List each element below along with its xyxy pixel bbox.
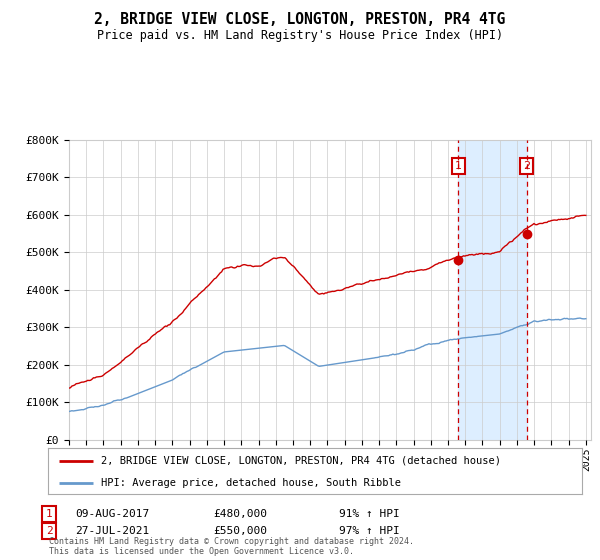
Text: 1: 1 (46, 509, 53, 519)
Bar (458, 140, 527, 440)
Text: 1: 1 (455, 161, 462, 171)
Text: 09-AUG-2017: 09-AUG-2017 (75, 509, 149, 519)
Text: 2: 2 (523, 161, 530, 171)
Text: 2: 2 (46, 526, 53, 536)
Text: 2, BRIDGE VIEW CLOSE, LONGTON, PRESTON, PR4 4TG: 2, BRIDGE VIEW CLOSE, LONGTON, PRESTON, … (94, 12, 506, 27)
Text: £480,000: £480,000 (213, 509, 267, 519)
Text: HPI: Average price, detached house, South Ribble: HPI: Average price, detached house, Sout… (101, 478, 401, 488)
Text: 27-JUL-2021: 27-JUL-2021 (75, 526, 149, 536)
Text: 97% ↑ HPI: 97% ↑ HPI (339, 526, 400, 536)
Text: Price paid vs. HM Land Registry's House Price Index (HPI): Price paid vs. HM Land Registry's House … (97, 29, 503, 42)
Text: Contains HM Land Registry data © Crown copyright and database right 2024.
This d: Contains HM Land Registry data © Crown c… (49, 536, 414, 556)
Text: 91% ↑ HPI: 91% ↑ HPI (339, 509, 400, 519)
Text: 2, BRIDGE VIEW CLOSE, LONGTON, PRESTON, PR4 4TG (detached house): 2, BRIDGE VIEW CLOSE, LONGTON, PRESTON, … (101, 456, 502, 466)
Text: £550,000: £550,000 (213, 526, 267, 536)
